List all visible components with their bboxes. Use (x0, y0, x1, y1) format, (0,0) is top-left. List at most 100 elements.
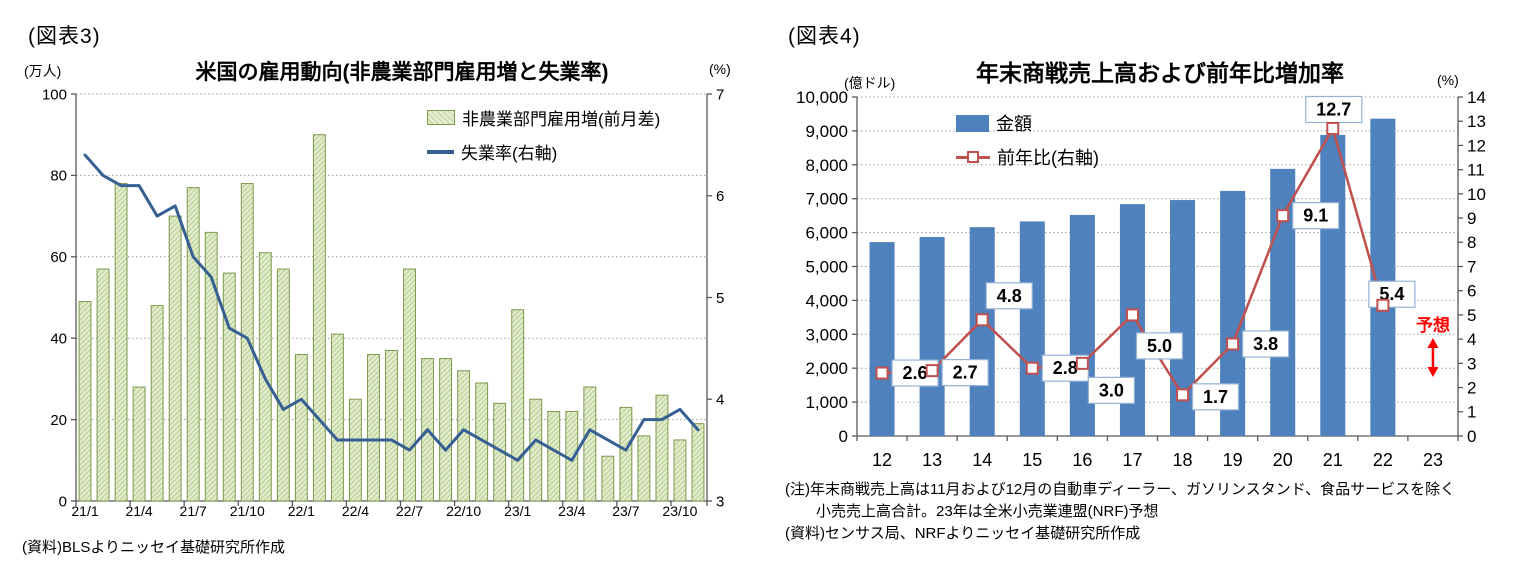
svg-text:5: 5 (1467, 306, 1476, 325)
figure4-legend-item-amount: 金額 (956, 110, 1032, 136)
figure4-plot: 0 1,000 2,000 3,000 4,000 5,000 6,000 7,000 8,00… (796, 88, 1486, 470)
legend-label: 前年比(右軸) (997, 148, 1099, 168)
svg-text:14: 14 (1467, 88, 1486, 107)
svg-text:4: 4 (1467, 330, 1476, 349)
bar-series (78, 134, 705, 502)
svg-text:4,000: 4,000 (805, 291, 848, 310)
svg-text:1,000: 1,000 (805, 393, 848, 412)
svg-text:22: 22 (1373, 450, 1393, 470)
svg-text:1: 1 (1467, 403, 1476, 422)
figure3-right-axis-unit: (%) (709, 61, 731, 77)
svg-text:21: 21 (1323, 450, 1343, 470)
svg-text:10,000: 10,000 (796, 88, 848, 107)
line-swatch-icon (427, 149, 454, 154)
figure3-title: 米国の雇用動向(非農業部門雇用増と失業率) (195, 61, 609, 84)
line-marker-swatch-icon (956, 150, 990, 164)
svg-text:0: 0 (59, 493, 67, 510)
svg-text:9,000: 9,000 (805, 122, 848, 141)
figure3-plot: 0 20 40 60 80 100 3 4 5 6 7 21/1 21/4 21/7 21/10 22/1 22… (42, 86, 724, 519)
legend-label: 失業率(右軸) (461, 144, 558, 163)
svg-text:0: 0 (1467, 427, 1476, 446)
svg-text:5: 5 (716, 290, 724, 307)
svg-text:23/7: 23/7 (612, 503, 639, 519)
svg-text:3,000: 3,000 (805, 325, 848, 344)
svg-text:2.6: 2.6 (903, 363, 928, 383)
figure3-legend-item-unemployment: 失業率(右軸) (427, 139, 557, 164)
svg-text:23/10: 23/10 (662, 503, 697, 519)
figure3-legend-item-payrolls: 非農業部門雇用増(前月差) (427, 105, 660, 130)
svg-text:2.7: 2.7 (953, 363, 978, 383)
svg-text:22/4: 22/4 (342, 503, 369, 519)
svg-text:20: 20 (1273, 450, 1293, 470)
svg-text:12: 12 (872, 450, 892, 470)
svg-text:12: 12 (1467, 136, 1486, 155)
svg-text:5.0: 5.0 (1147, 336, 1172, 356)
svg-text:21/7: 21/7 (180, 503, 207, 519)
svg-text:14: 14 (972, 450, 992, 470)
svg-text:19: 19 (1223, 450, 1243, 470)
svg-text:17: 17 (1122, 450, 1142, 470)
bar-series (869, 118, 1396, 437)
svg-text:22/1: 22/1 (288, 503, 315, 519)
svg-text:2.8: 2.8 (1053, 358, 1078, 378)
line-markers (875, 121, 1390, 402)
svg-text:23/4: 23/4 (558, 503, 585, 519)
figure4-title: 年末商戦売上高および前年比増加率 (976, 60, 1344, 86)
svg-text:21/10: 21/10 (230, 503, 265, 519)
svg-text:11: 11 (1467, 161, 1485, 180)
svg-text:7,000: 7,000 (805, 190, 848, 209)
svg-text:9: 9 (1467, 209, 1476, 228)
svg-text:予想: 予想 (1416, 315, 1450, 335)
svg-text:9.1: 9.1 (1303, 206, 1328, 226)
svg-text:20: 20 (50, 412, 67, 429)
svg-text:16: 16 (1072, 450, 1092, 470)
svg-text:8,000: 8,000 (805, 156, 848, 175)
svg-text:6: 6 (716, 188, 724, 205)
svg-text:40: 40 (50, 330, 67, 347)
figure4-legend-item-yoy: 前年比(右軸) (956, 144, 1099, 170)
svg-text:13: 13 (1467, 112, 1486, 131)
svg-text:7: 7 (716, 86, 724, 103)
svg-text:15: 15 (1022, 450, 1042, 470)
figure3-source-note: (資料)BLSよりニッセイ基礎研究所作成 (22, 539, 286, 556)
legend-label: 非農業部門雇用増(前月差) (462, 110, 661, 129)
svg-text:60: 60 (50, 249, 67, 266)
svg-text:8: 8 (1467, 233, 1476, 252)
legend-label: 金額 (996, 114, 1032, 134)
svg-text:1.7: 1.7 (1203, 387, 1228, 407)
figure4-source-note: (資料)センサス局、NRFよりニッセイ基礎研究所作成 (785, 525, 1141, 542)
svg-text:12.7: 12.7 (1316, 99, 1351, 119)
hatched-bar-swatch-icon (427, 110, 455, 125)
svg-text:18: 18 (1173, 450, 1193, 470)
svg-text:21/1: 21/1 (71, 503, 98, 519)
svg-text:10: 10 (1467, 185, 1486, 204)
svg-text:2,000: 2,000 (805, 359, 848, 378)
svg-text:22/10: 22/10 (446, 503, 481, 519)
figure4-tag: (図表4) (788, 25, 861, 48)
figure4-note-line2: 小売売上高合計。23年は全米小売業連盟(NRF)予想 (816, 503, 1159, 520)
figure4-right-axis-unit: (%) (1437, 72, 1459, 88)
svg-text:0: 0 (839, 427, 848, 446)
bar-swatch-icon (956, 114, 989, 132)
svg-text:4: 4 (716, 392, 724, 409)
svg-text:21/4: 21/4 (125, 503, 152, 519)
figure4-note-line1: (注)年末商戦売上高は11月および12月の自動車ディーラー、ガソリンスタンド、食… (785, 481, 1456, 498)
svg-text:3: 3 (1467, 354, 1476, 373)
svg-text:3.8: 3.8 (1253, 334, 1278, 354)
forecast-annotation: 予想 (1416, 315, 1450, 377)
svg-text:3.0: 3.0 (1099, 380, 1124, 400)
svg-text:4.8: 4.8 (997, 286, 1022, 306)
svg-text:100: 100 (42, 86, 67, 103)
svg-text:23/1: 23/1 (504, 503, 531, 519)
figure3-tag: (図表3) (28, 25, 101, 48)
svg-text:5,000: 5,000 (805, 257, 848, 276)
figure3-left-axis-unit: (万人) (24, 63, 62, 79)
svg-text:22/7: 22/7 (396, 503, 423, 519)
point-labels: 2.6 2.74.82.83.05.01.73.89.112.75.4 (891, 95, 1416, 411)
line-series (83, 153, 700, 462)
figure4-left-axis-unit: (億ドル) (844, 75, 896, 91)
svg-text:7: 7 (1467, 257, 1476, 276)
svg-text:23: 23 (1423, 450, 1443, 470)
svg-text:2: 2 (1467, 379, 1476, 398)
